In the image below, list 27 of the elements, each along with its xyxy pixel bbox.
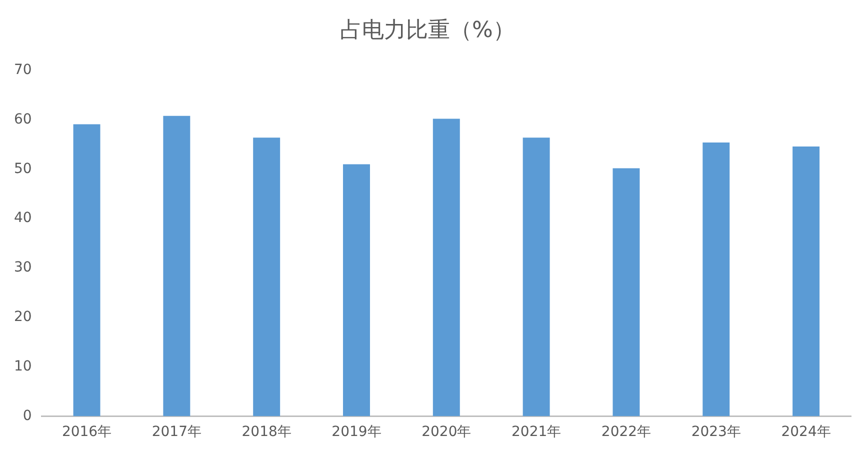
x-tick-label: 2022年 (601, 424, 652, 440)
y-tick-label: 10 (14, 358, 32, 374)
bar (163, 116, 190, 416)
bar (702, 142, 730, 416)
bar (343, 164, 370, 416)
x-tick-label: 2016年 (62, 424, 112, 440)
bar (73, 124, 100, 416)
bar (253, 138, 280, 416)
y-tick-label: 30 (14, 260, 32, 276)
y-tick-label: 50 (14, 160, 32, 177)
x-tick-label: 2024年 (781, 424, 831, 440)
x-tick-label: 2019年 (332, 424, 382, 440)
y-tick-label: 40 (14, 210, 32, 226)
x-tick-label: 2023年 (691, 424, 741, 440)
x-tick-label: 2020年 (422, 424, 472, 440)
bar (432, 118, 460, 416)
y-tick-label: 60 (14, 111, 32, 128)
y-tick-label: 20 (14, 309, 32, 326)
x-tick-label: 2017年 (152, 424, 202, 440)
bar (612, 168, 640, 416)
y-tick-label: 70 (14, 62, 32, 78)
bar (522, 138, 550, 416)
chart-title: 占电力比重（%） (340, 18, 515, 43)
bar (792, 146, 820, 416)
x-tick-label: 2018年 (242, 424, 292, 440)
y-tick-label: 0 (22, 408, 32, 424)
x-tick-label: 2021年 (511, 424, 562, 440)
